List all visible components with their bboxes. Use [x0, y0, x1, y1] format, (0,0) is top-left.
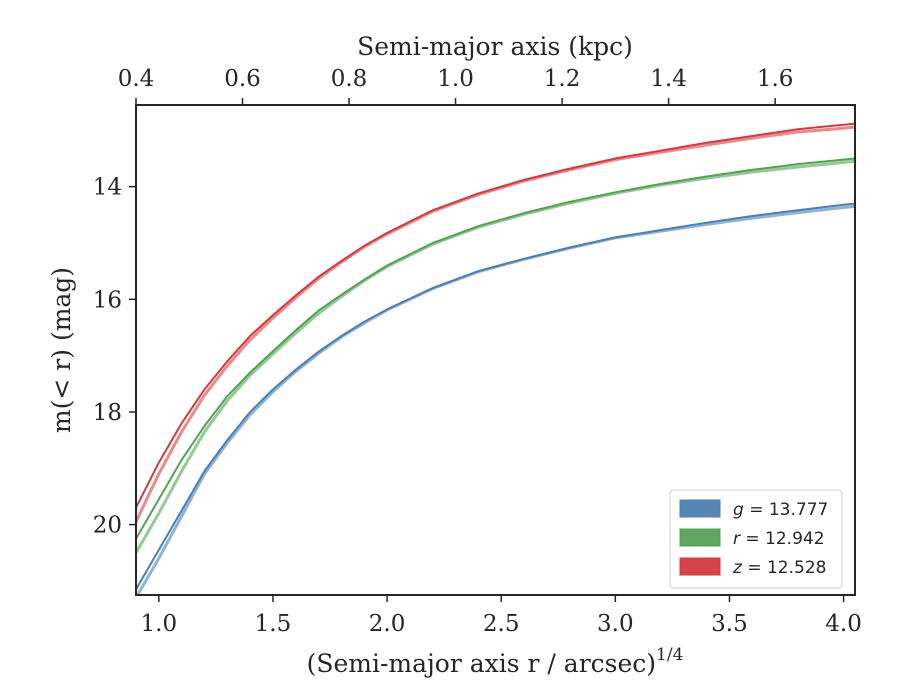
series-layer [136, 122, 855, 595]
legend-swatch-z [679, 557, 721, 576]
y-tick-label: 16 [93, 287, 122, 313]
x2-tick-label: 1.0 [437, 66, 474, 92]
legend-swatch-r [679, 528, 721, 547]
legend-label-g: g = 13.777 [733, 500, 828, 520]
x-tick-label: 1.0 [141, 611, 178, 637]
x-tick-label: 3.0 [597, 611, 634, 637]
x-tick-label: 2.5 [483, 611, 520, 637]
x2-tick-label: 1.6 [757, 66, 794, 92]
x-axis-title-bottom-exponent: 1/4 [656, 645, 683, 665]
x2-tick-label: 0.8 [331, 66, 368, 92]
series-line-r [136, 157, 855, 540]
series-line-z [136, 122, 855, 509]
series-band-z [136, 125, 855, 524]
ticks-layer: 1.0 1.5 2.0 2.5 3.0 3.5 4.0 0.4 0.6 0.8 1.0 1.2 1.4 1… [93, 66, 862, 637]
legend-swatch-g [679, 499, 721, 518]
x2-tick-label: 1.2 [544, 66, 581, 92]
x-axis-title-bottom: (Semi-major axis r / arcsec)1/4 [307, 645, 684, 678]
plot-frame [135, 104, 856, 596]
series-line-g [136, 202, 855, 591]
x2-tick-label: 1.4 [650, 66, 687, 92]
x-tick-label: 1.5 [255, 611, 292, 637]
x-tick-label: 4.0 [825, 611, 862, 637]
y-tick-label: 18 [93, 400, 122, 426]
x2-tick-label: 0.6 [224, 66, 261, 92]
y-tick-label: 14 [93, 175, 122, 201]
legend-label-z: z = 12.528 [732, 558, 826, 578]
x-axis-title-bottom-main: (Semi-major axis r / arcsec) [307, 649, 656, 678]
y-tick-label: 20 [93, 513, 122, 539]
x-tick-label: 2.0 [369, 611, 406, 637]
x-axis-title-top: Semi-major axis (kpc) [357, 32, 633, 61]
y-axis-title: m(< r) (mag) [47, 267, 76, 433]
legend: g = 13.777 r = 12.942 z = 12.528 [669, 489, 843, 589]
x-tick-label: 3.5 [711, 611, 748, 637]
x2-tick-label: 0.4 [118, 66, 155, 92]
legend-label-r: r = 12.942 [733, 529, 825, 549]
